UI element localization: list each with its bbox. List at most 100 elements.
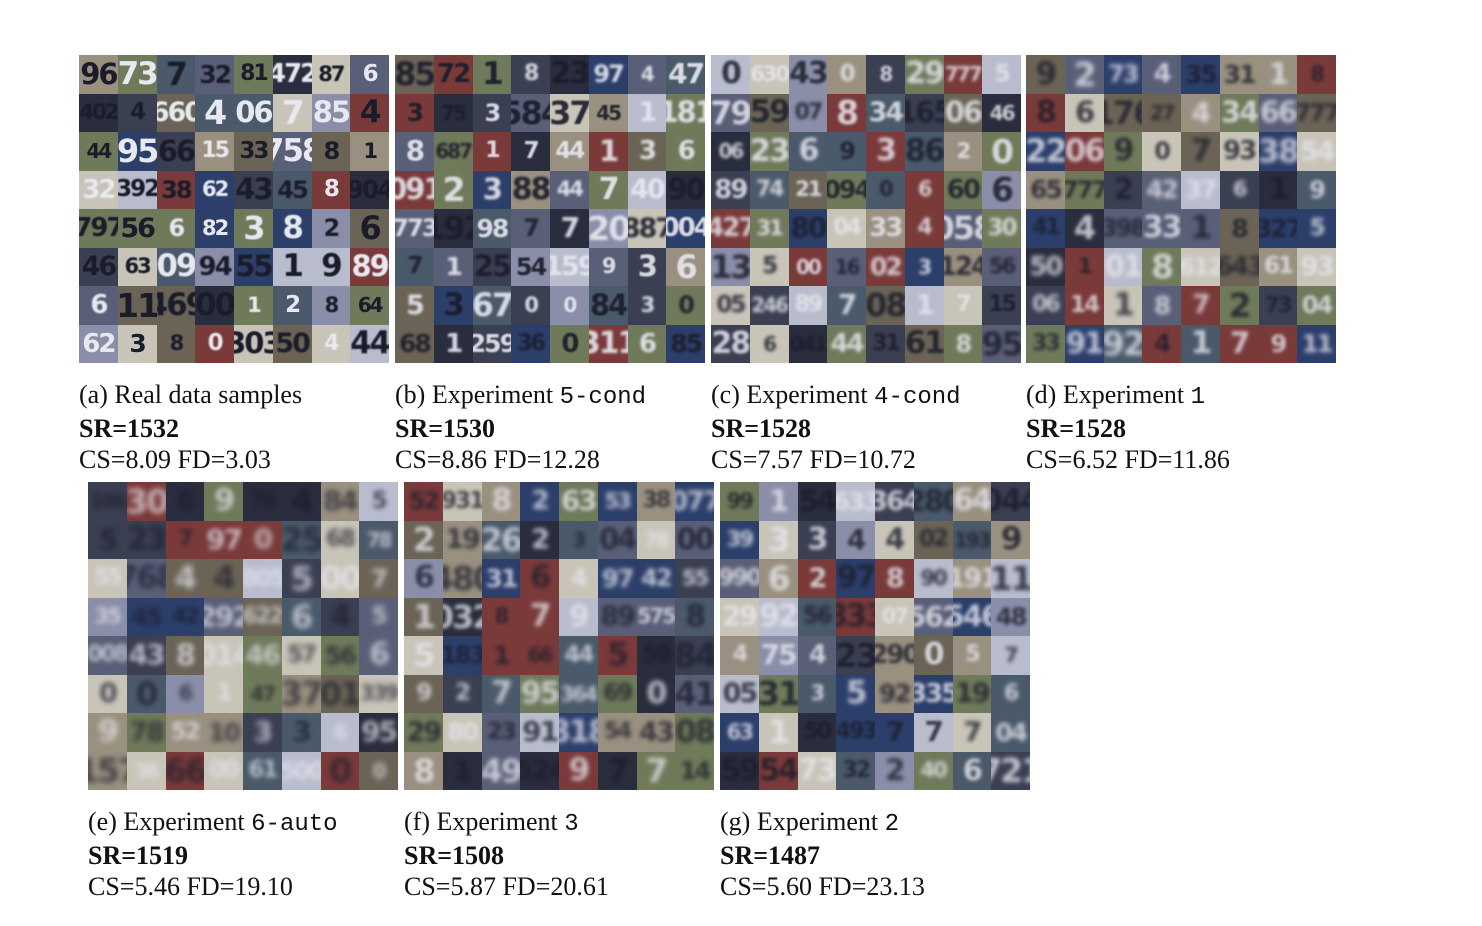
digit-sample-tile: 7 [1219, 324, 1259, 363]
digit-glyph: 60 [946, 174, 981, 205]
sample-grid-image: 8572182397447375358437451181868717441360… [395, 55, 705, 363]
digit-sample-tile: 2 [943, 132, 983, 171]
digit-sample-tile: 4 [195, 93, 234, 132]
digit-sample-tile: 6 [79, 286, 118, 325]
digit-glyph: 44 [350, 325, 389, 362]
digit-sample-tile: 88 [511, 170, 550, 209]
digit-glyph: 6 [413, 560, 435, 596]
digit-glyph: 66 [165, 751, 205, 790]
digit-sample-tile: 575 [636, 597, 676, 636]
digit-sample-tile: 6 [1064, 93, 1104, 132]
digit-glyph: 78 [366, 527, 393, 552]
caption: (b) Experiment 5-cond SR=1530 CS=8.86 FD… [395, 379, 705, 475]
digit-glyph: 8 [1151, 247, 1174, 286]
digit-sample-tile: 43 [234, 170, 273, 209]
digit-sample-tile: 25 [281, 520, 321, 559]
digit-sample-tile: 63 [559, 482, 598, 521]
digit-sample-tile: 546 [952, 597, 992, 636]
digit-glyph: 87 [318, 61, 345, 86]
digit-sample-tile: 90 [913, 559, 953, 598]
digit-glyph: 52 [408, 487, 440, 516]
digit-glyph: 54 [515, 252, 547, 281]
digit-glyph: 2 [1228, 286, 1252, 325]
digit-sample-tile: 85 [395, 55, 434, 94]
digit-glyph: 7 [1190, 132, 1213, 169]
digit-glyph: 75 [441, 100, 467, 125]
digit-sample-tile: 40 [913, 751, 953, 790]
digit-sample-tile: 44 [350, 324, 389, 363]
digit-glyph: 93 [1300, 251, 1335, 282]
digit-sample-tile: 165 [904, 93, 944, 132]
digit-glyph: 833 [836, 598, 875, 635]
digit-sample-tile: 3 [117, 324, 157, 363]
digit-sample-tile: 54 [797, 482, 837, 521]
digit-sample-tile: 5 [88, 520, 127, 559]
digit-sample-tile: 0 [1142, 132, 1181, 171]
digit-sample-tile: 64 [350, 286, 389, 325]
digit-sample-tile: 66 [1258, 93, 1298, 132]
caption-sr: SR=1532 [79, 414, 180, 443]
digit-sample-tile: 30 [982, 209, 1021, 248]
digit-glyph: 76 [249, 488, 278, 514]
digit-sample-tile: 041 [788, 324, 828, 363]
digit-glyph: 9 [839, 137, 856, 166]
caption: (a) Real data samples SR=1532 CS=8.09 FD… [79, 379, 389, 475]
figure-panel-a: 9673732814728764024660406785444956615337… [79, 55, 389, 475]
digit-glyph: 36 [517, 330, 546, 356]
caption-title: (a) Real data samples [79, 380, 303, 409]
digit-glyph: 124 [943, 251, 983, 282]
digit-glyph: 157 [88, 751, 127, 790]
digit-sample-tile: 3 [627, 286, 667, 325]
digit-glyph: 5 [762, 253, 778, 280]
digit-sample-tile: 612 [1181, 247, 1220, 286]
digit-glyph: 37 [1184, 175, 1218, 205]
digit-glyph: 33 [239, 137, 269, 164]
digit-sample-tile: 5 [982, 55, 1021, 94]
digit-sample-tile: 08 [866, 286, 905, 325]
digit-glyph: 23 [749, 132, 789, 169]
sample-grid-image: 9673732814728764024660406785444956615337… [79, 55, 389, 363]
digit-sample-tile: 15 [195, 132, 234, 171]
digit-sample-tile: 31 [749, 209, 789, 248]
digit-glyph: 68 [398, 329, 432, 359]
digit-glyph: 1 [915, 289, 935, 321]
digit-sample-tile: 472 [272, 55, 312, 94]
digit-glyph: 43 [128, 638, 166, 672]
digit-glyph: 1 [1113, 286, 1135, 323]
digit-glyph: 7 [529, 598, 552, 635]
digit-sample-tile: 15 [982, 286, 1021, 325]
digit-sample-tile: 54 [758, 751, 798, 790]
digit-sample-tile: 97 [204, 520, 243, 559]
digit-glyph: 62 [82, 328, 116, 359]
digit-sample-tile: 630 [749, 55, 789, 94]
digit-sample-tile: 36 [511, 324, 550, 363]
digit-glyph: 54 [1299, 135, 1336, 167]
digit-sample-tile: 23 [126, 520, 166, 559]
digit-sample-tile: 95 [359, 713, 398, 752]
digit-glyph: 303 [234, 326, 273, 361]
digit-sample-tile: 0 [550, 286, 589, 325]
digit-glyph: 4 [1191, 95, 1212, 129]
digit-glyph: 0 [678, 291, 695, 320]
digit-sample-tile: 48 [991, 597, 1030, 636]
digit-sample-tile: 33 [1142, 209, 1181, 248]
digit-glyph: 54 [603, 719, 633, 745]
digit-glyph: 777 [1064, 175, 1104, 204]
digit-sample-tile: 54 [1297, 132, 1336, 171]
digit-glyph: 339 [359, 681, 398, 706]
digit-glyph: 904 [350, 175, 389, 205]
digit-glyph: 4 [359, 94, 382, 131]
digit-glyph: 4 [640, 62, 655, 87]
digit-glyph: 327 [1258, 213, 1298, 243]
caption-metrics: CS=5.60 FD=23.13 [720, 872, 925, 901]
caption-sr: SR=1508 [404, 841, 505, 870]
digit-sample-tile: 6 [359, 636, 398, 675]
digit-sample-tile: 02 [913, 520, 953, 559]
digit-glyph: 1 [445, 252, 462, 282]
digit-sample-tile: 1 [442, 751, 482, 790]
digit-sample-tile: 67 [472, 286, 512, 325]
digit-glyph: 176 [1104, 93, 1143, 132]
digit-glyph: 6 [638, 328, 657, 359]
digit-glyph: 97 [836, 560, 875, 596]
digit-glyph: 3 [129, 329, 146, 359]
